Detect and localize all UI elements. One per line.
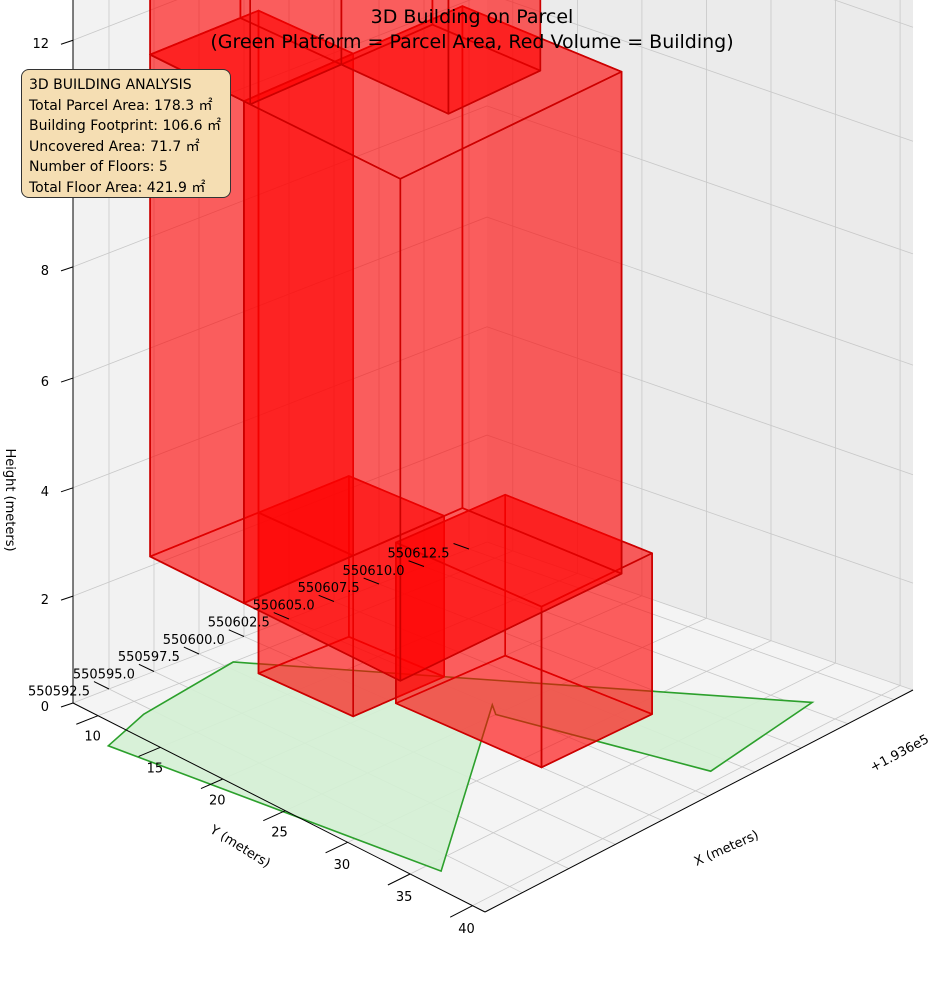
building-face xyxy=(243,5,623,180)
chart-title-line1: 3D Building on Parcel xyxy=(370,6,574,28)
x-tick-label: 35 xyxy=(396,890,413,905)
x-tick-mark xyxy=(387,873,411,886)
grid-line-z xyxy=(72,216,914,379)
info-heading: 3D BUILDING ANALYSIS xyxy=(29,77,192,93)
y-tick-mark xyxy=(273,612,290,620)
x-offset-label: +1.936e5 xyxy=(868,732,932,775)
z-tick-label: 2 xyxy=(41,593,49,608)
z-tick-label: 6 xyxy=(41,375,49,390)
grid-line-z xyxy=(72,541,914,704)
x-tick-mark xyxy=(200,778,224,790)
building-block xyxy=(395,493,653,769)
building-block xyxy=(149,9,355,604)
x-tick-mark xyxy=(449,905,473,918)
y-tick-mark xyxy=(228,629,245,637)
axes-lines xyxy=(72,0,914,913)
y-tick-label: 550607.5 xyxy=(298,581,360,596)
x-tick-label: 40 xyxy=(458,922,475,937)
z-tick-label: 4 xyxy=(41,485,49,500)
x-tick-mark xyxy=(263,810,286,822)
x-tick-mark xyxy=(138,746,161,757)
x-tick-label: 15 xyxy=(147,761,164,776)
info-box: 3D BUILDING ANALYSIS Total Parcel Area: … xyxy=(21,69,231,198)
building-face xyxy=(340,0,450,115)
z-tick-mark xyxy=(60,702,74,708)
z-tick-mark xyxy=(60,266,74,272)
z-tick-mark xyxy=(60,39,74,45)
x-tick-label: 20 xyxy=(209,794,226,809)
info-line-parcel-area: Total Parcel Area: 178.3 ㎡ xyxy=(29,97,213,114)
y-tick-label: 550595.0 xyxy=(73,667,135,682)
x-tick-label: 10 xyxy=(84,729,101,744)
y-tick-label: 550605.0 xyxy=(253,598,315,613)
y-tick-label: 550612.5 xyxy=(387,547,449,562)
z-tick-mark xyxy=(60,595,74,601)
z-tick-label: 8 xyxy=(41,264,49,279)
x-axis-line xyxy=(484,689,914,913)
building-block xyxy=(243,5,623,682)
y-tick-mark xyxy=(183,646,200,655)
y-tick-label: 550602.5 xyxy=(208,616,270,631)
y-tick-mark xyxy=(363,577,380,585)
building-face xyxy=(249,0,343,106)
y-tick-label: 550600.0 xyxy=(163,633,225,648)
building-face xyxy=(431,0,542,72)
building-face xyxy=(149,0,242,56)
y-tick-mark xyxy=(138,663,155,672)
y-tick-mark xyxy=(93,681,110,690)
info-line-uncovered: Uncovered Area: 71.7 ㎡ xyxy=(29,138,200,155)
grid-line-z xyxy=(72,434,914,597)
x-axis-title: X (meters) xyxy=(692,828,761,870)
z-axis-title: Height (meters) xyxy=(2,448,17,551)
parcel-polygon xyxy=(106,661,815,873)
building-face xyxy=(447,0,542,115)
y-tick-label: 550610.0 xyxy=(343,564,405,579)
x-tick-mark xyxy=(325,841,348,854)
parcel-platform xyxy=(106,661,815,873)
x-tick-label: 25 xyxy=(271,826,288,841)
z-tick-label: 0 xyxy=(41,700,49,715)
building-block xyxy=(257,475,446,718)
building-block xyxy=(340,0,542,115)
y-axis-line xyxy=(72,702,486,913)
y-tick-label: 550592.5 xyxy=(28,685,90,700)
y-tick-mark xyxy=(408,560,425,567)
info-line-floors: Number of Floors: 5 xyxy=(29,159,168,175)
chart-title-line2: (Green Platform = Parcel Area, Red Volum… xyxy=(210,31,734,53)
building-volume xyxy=(149,0,653,769)
pane-back xyxy=(487,0,913,690)
z-tick-mark xyxy=(60,487,74,493)
z-tick-mark xyxy=(60,377,74,383)
building-face xyxy=(340,0,434,66)
grid-line-z xyxy=(72,326,914,489)
y-tick-label: 550597.5 xyxy=(118,650,180,665)
building-face xyxy=(239,0,343,66)
y-axis-title: Y (meters) xyxy=(206,822,273,871)
info-line-footprint: Building Footprint: 106.6 ㎡ xyxy=(29,118,222,134)
grid-line-z xyxy=(72,105,914,268)
x-tick-label: 30 xyxy=(334,858,351,873)
building-block xyxy=(149,0,343,106)
y-tick-mark xyxy=(453,543,470,550)
z-tick-label: 12 xyxy=(32,37,49,52)
y-tick-mark xyxy=(318,594,335,602)
pane-floor xyxy=(73,542,913,912)
info-line-floor-area: Total Floor Area: 421.9 ㎡ xyxy=(29,179,206,196)
x-tick-mark xyxy=(76,715,99,725)
